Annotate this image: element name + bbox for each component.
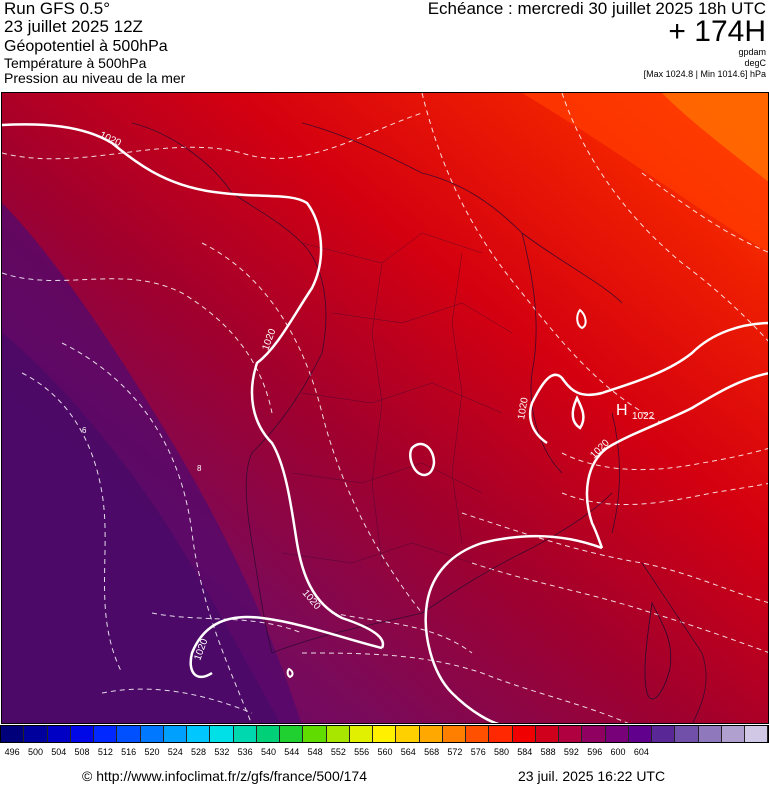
colorbar-cell xyxy=(535,726,559,742)
colorbar-cell xyxy=(582,726,606,742)
colorbar-label: 544 xyxy=(284,747,300,757)
colorbar-label: 572 xyxy=(447,747,463,757)
colorbar-label: 556 xyxy=(354,747,370,757)
weather-map[interactable]: 1020 1020 1020 1020 1020 1020 H 1022 6 8 xyxy=(1,92,769,724)
colorbar xyxy=(0,725,769,745)
unit-geopotential: gpdam xyxy=(738,47,766,57)
colorbar-cell xyxy=(256,726,280,742)
colorbar-label: 604 xyxy=(633,747,649,757)
geopotential-label: Géopotentiel à 500hPa xyxy=(4,38,168,55)
run-title: Run GFS 0.5° xyxy=(4,0,111,18)
colorbar-cell xyxy=(140,726,164,742)
colorbar-cell xyxy=(628,726,652,742)
colorbar-cell xyxy=(47,726,71,742)
colorbar-cell xyxy=(1,726,25,742)
colorbar-cell xyxy=(745,726,769,742)
isobar-label: 1020 xyxy=(516,396,531,420)
colorbar-label: 568 xyxy=(424,747,440,757)
region-borders xyxy=(281,232,513,564)
colorbar-cell xyxy=(512,726,536,742)
colorbar-cell xyxy=(326,726,350,742)
colorbar-label: 552 xyxy=(330,747,346,757)
unit-temperature: degC xyxy=(744,58,766,68)
temperature-label: Température à 500hPa xyxy=(4,55,147,71)
colorbar-label: 580 xyxy=(493,747,510,757)
pressure-range: [Max 1024.8 | Min 1014.6] hPa xyxy=(643,69,766,79)
header-left: Run GFS 0.5° 23 juillet 2025 12Z Géopote… xyxy=(4,0,185,85)
warm-core xyxy=(662,93,768,182)
colorbar-cell xyxy=(187,726,211,742)
colorbar-label: 496 xyxy=(4,747,20,757)
colorbar-label: 584 xyxy=(517,747,533,757)
isotherm-label: 8 xyxy=(197,464,202,473)
colorbar-cell xyxy=(303,726,327,742)
header-right: Echéance : mercredi 30 juillet 2025 18h … xyxy=(428,0,766,80)
colorbar-label: 532 xyxy=(214,747,230,757)
hour-offset: + 174H xyxy=(668,15,766,48)
corsica-outline xyxy=(644,601,672,700)
colorbar-label: 560 xyxy=(377,747,393,757)
colorbar-cell xyxy=(442,726,466,742)
colorbar-cell xyxy=(652,726,676,742)
high-pressure-marker: H xyxy=(616,402,628,419)
generation-timestamp: 23 juil. 2025 16:22 UTC xyxy=(518,768,666,784)
colorbar-cell xyxy=(94,726,118,742)
colorbar-cell xyxy=(210,726,234,742)
colorbar-cell xyxy=(349,726,373,742)
warm-band xyxy=(522,93,768,252)
colorbar-cell xyxy=(396,726,420,742)
colorbar-cell xyxy=(466,726,490,742)
echeance-label: Echéance : mercredi 30 juillet 2025 18h … xyxy=(427,0,766,18)
colorbar-label: 536 xyxy=(237,747,253,757)
map-svg: 1020 1020 1020 1020 1020 1020 H 1022 6 8 xyxy=(2,93,768,723)
colorbar-cell xyxy=(419,726,443,742)
colorbar-label: 564 xyxy=(400,747,416,757)
colorbar-cells xyxy=(0,725,769,743)
high-pressure-value: 1022 xyxy=(632,411,655,422)
colorbar-label: 540 xyxy=(260,747,276,757)
source-url[interactable]: © http://www.infoclimat.fr/z/gfs/france/… xyxy=(82,768,367,784)
colorbar-cell xyxy=(24,726,48,742)
colorbar-cell xyxy=(559,726,583,742)
colorbar-label: 528 xyxy=(191,747,207,757)
colorbar-cell xyxy=(489,726,513,742)
run-date: 23 juillet 2025 12Z xyxy=(4,17,143,36)
isobars xyxy=(2,123,768,723)
colorbar-label: 516 xyxy=(121,747,137,757)
colorbar-cell xyxy=(233,726,257,742)
colorbar-cell xyxy=(675,726,699,742)
temperature-isotherms xyxy=(2,93,768,723)
colorbar-label: 588 xyxy=(540,747,556,757)
colorbar-label: 576 xyxy=(470,747,486,757)
colorbar-cell xyxy=(605,726,629,742)
colorbar-cell xyxy=(373,726,397,742)
colorbar-cell xyxy=(698,726,722,742)
colorbar-label: 500 xyxy=(27,747,43,757)
colorbar-cell xyxy=(163,726,187,742)
colorbar-label: 548 xyxy=(307,747,323,757)
isotherm-label: 6 xyxy=(82,426,87,435)
cold-core xyxy=(2,333,281,723)
colorbar-cell xyxy=(280,726,304,742)
colorbar-label: 512 xyxy=(97,747,113,757)
pressure-label: Pression au niveau de la mer xyxy=(4,70,186,86)
colorbar-label: 524 xyxy=(167,747,183,757)
colorbar-label: 520 xyxy=(144,747,160,757)
colorbar-cell xyxy=(70,726,94,742)
colorbar-label: 596 xyxy=(587,747,603,757)
colorbar-label: 508 xyxy=(74,747,90,757)
colorbar-cell xyxy=(721,726,745,742)
colorbar-label: 504 xyxy=(51,747,67,757)
colorbar-labels: 496 500 504 508 512 516 520 524 528 532 536 540 544 5… xyxy=(0,747,769,759)
colorbar-label: 600 xyxy=(610,747,626,757)
colorbar-label: 592 xyxy=(563,747,579,757)
colorbar-cell xyxy=(117,726,141,742)
